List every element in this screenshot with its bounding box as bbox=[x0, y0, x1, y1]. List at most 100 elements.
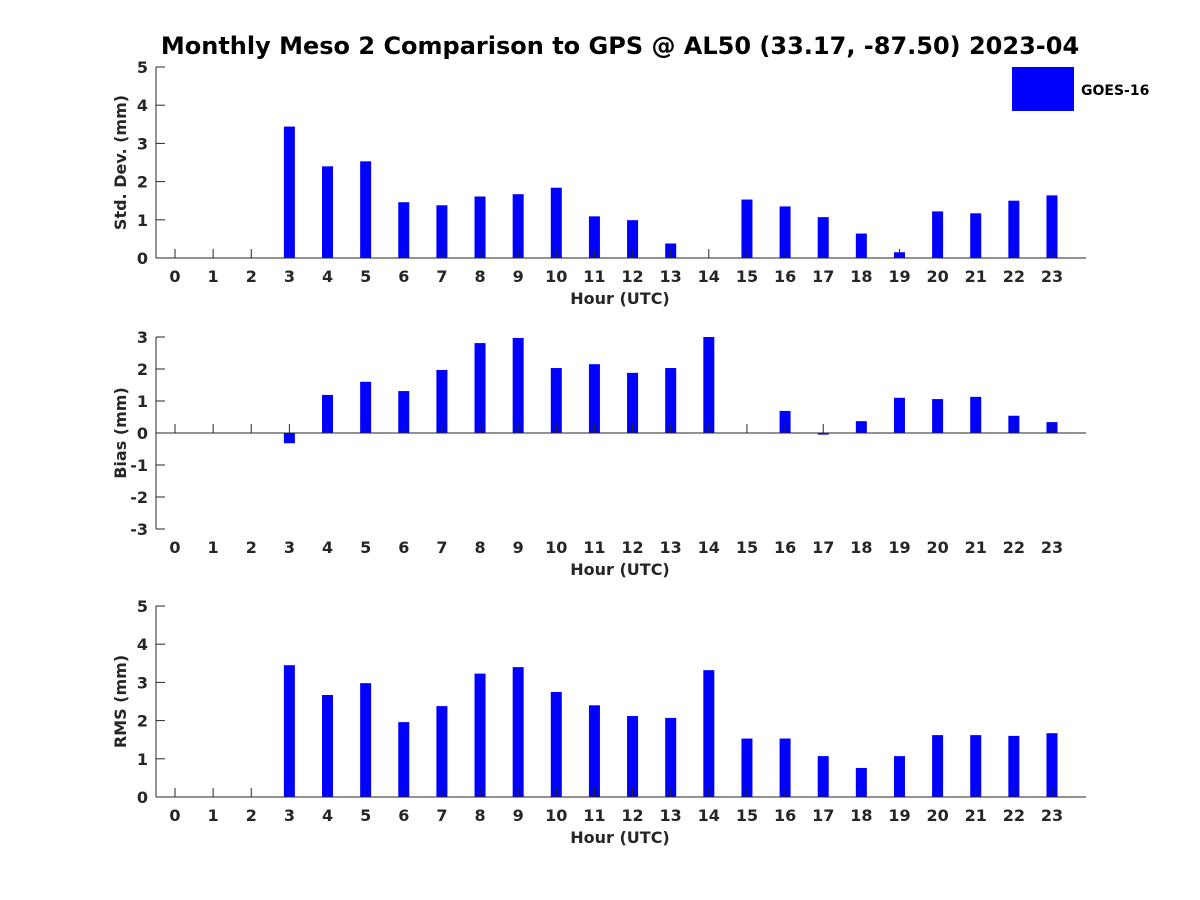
y-tick-label: 3 bbox=[137, 328, 148, 347]
x-tick-label: 18 bbox=[850, 538, 872, 557]
bar bbox=[550, 368, 562, 433]
bar bbox=[970, 213, 982, 258]
x-tick-label: 8 bbox=[474, 538, 485, 557]
x-tick-label: 7 bbox=[436, 806, 447, 825]
x-axis-label: Hour (UTC) bbox=[570, 560, 670, 579]
x-tick-label: 3 bbox=[284, 267, 295, 286]
x-tick-label: 14 bbox=[698, 806, 720, 825]
x-tick-label: 10 bbox=[545, 538, 567, 557]
bar bbox=[398, 722, 410, 797]
y-tick-label: 0 bbox=[137, 788, 148, 807]
x-tick-label: 2 bbox=[246, 806, 257, 825]
x-tick-label: 20 bbox=[926, 267, 948, 286]
bar bbox=[703, 337, 715, 433]
bar bbox=[550, 187, 562, 258]
bar bbox=[436, 205, 448, 258]
x-tick-label: 22 bbox=[1003, 806, 1025, 825]
y-tick-label: -3 bbox=[130, 520, 148, 539]
y-tick-label: 1 bbox=[137, 211, 148, 230]
bar bbox=[550, 691, 562, 797]
y-tick-label: 2 bbox=[137, 360, 148, 379]
y-tick-label: -1 bbox=[130, 456, 148, 475]
y-tick-label: 4 bbox=[137, 96, 148, 115]
x-axis-label: Hour (UTC) bbox=[570, 828, 670, 847]
y-axis-label: Std. Dev. (mm) bbox=[111, 95, 130, 230]
x-tick-label: 1 bbox=[208, 538, 219, 557]
bar bbox=[398, 391, 410, 433]
y-tick-label: 2 bbox=[137, 173, 148, 192]
x-tick-label: 5 bbox=[360, 538, 371, 557]
bar bbox=[1046, 733, 1058, 797]
x-tick-label: 21 bbox=[965, 538, 987, 557]
bar bbox=[588, 364, 600, 433]
x-tick-label: 15 bbox=[736, 806, 758, 825]
bar bbox=[1008, 200, 1020, 258]
x-tick-label: 4 bbox=[322, 538, 333, 557]
y-tick-label: 4 bbox=[137, 635, 148, 654]
bar bbox=[512, 337, 524, 433]
bar bbox=[627, 716, 639, 797]
bar bbox=[893, 756, 905, 797]
bar bbox=[512, 667, 524, 797]
bar bbox=[436, 706, 448, 797]
x-tick-label: 3 bbox=[284, 538, 295, 557]
bar bbox=[627, 372, 639, 433]
bar bbox=[893, 397, 905, 433]
x-tick-label: 0 bbox=[169, 806, 180, 825]
x-tick-label: 23 bbox=[1041, 806, 1063, 825]
bar bbox=[436, 369, 448, 433]
x-tick-label: 2 bbox=[246, 267, 257, 286]
bar bbox=[779, 738, 791, 797]
bar bbox=[322, 695, 334, 797]
x-tick-label: 4 bbox=[322, 806, 333, 825]
bar bbox=[817, 217, 829, 258]
x-tick-label: 6 bbox=[398, 538, 409, 557]
chart-title: Monthly Meso 2 Comparison to GPS @ AL50 … bbox=[161, 32, 1079, 60]
x-axis-label: Hour (UTC) bbox=[570, 289, 670, 308]
bar bbox=[512, 194, 524, 258]
x-tick-label: 1 bbox=[208, 267, 219, 286]
x-tick-label: 22 bbox=[1003, 267, 1025, 286]
x-tick-label: 18 bbox=[850, 806, 872, 825]
bar bbox=[283, 433, 295, 444]
bar bbox=[932, 211, 944, 258]
x-tick-label: 20 bbox=[926, 806, 948, 825]
x-tick-label: 8 bbox=[474, 267, 485, 286]
x-tick-label: 22 bbox=[1003, 538, 1025, 557]
x-tick-label: 10 bbox=[545, 267, 567, 286]
bar bbox=[283, 126, 295, 258]
x-tick-label: 11 bbox=[583, 806, 605, 825]
x-tick-label: 5 bbox=[360, 267, 371, 286]
x-tick-label: 16 bbox=[774, 267, 796, 286]
x-tick-label: 23 bbox=[1041, 267, 1063, 286]
x-tick-label: 2 bbox=[246, 538, 257, 557]
y-tick-label: -2 bbox=[130, 488, 148, 507]
y-tick-label: 3 bbox=[137, 134, 148, 153]
x-tick-label: 9 bbox=[513, 538, 524, 557]
x-tick-label: 16 bbox=[774, 538, 796, 557]
bar bbox=[932, 735, 944, 797]
x-tick-label: 12 bbox=[621, 267, 643, 286]
bar bbox=[588, 705, 600, 797]
x-tick-label: 19 bbox=[888, 806, 910, 825]
x-tick-label: 1 bbox=[208, 806, 219, 825]
bar bbox=[322, 166, 334, 258]
x-tick-label: 14 bbox=[698, 267, 720, 286]
bar bbox=[398, 202, 410, 258]
bar bbox=[970, 735, 982, 797]
bar bbox=[665, 717, 677, 797]
y-tick-label: 0 bbox=[137, 249, 148, 268]
bar bbox=[474, 196, 486, 258]
x-tick-label: 13 bbox=[660, 538, 682, 557]
x-tick-label: 0 bbox=[169, 267, 180, 286]
x-tick-label: 4 bbox=[322, 267, 333, 286]
y-tick-label: 3 bbox=[137, 673, 148, 692]
bar bbox=[322, 394, 334, 433]
y-axis-label: RMS (mm) bbox=[111, 655, 130, 748]
x-tick-label: 14 bbox=[698, 538, 720, 557]
x-tick-label: 13 bbox=[660, 806, 682, 825]
x-tick-label: 23 bbox=[1041, 538, 1063, 557]
x-tick-label: 12 bbox=[621, 538, 643, 557]
